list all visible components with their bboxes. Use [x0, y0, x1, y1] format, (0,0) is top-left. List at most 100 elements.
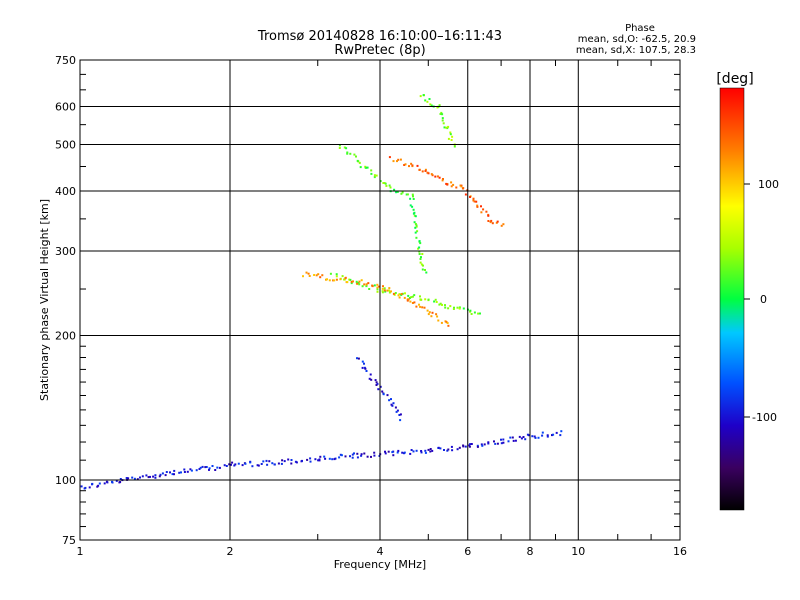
data-point: [421, 253, 424, 255]
data-point: [447, 137, 450, 140]
data-point: [415, 236, 418, 239]
y-tick-label: 200: [55, 330, 76, 343]
data-point: [407, 298, 410, 301]
data-point: [491, 222, 494, 225]
data-point: [414, 215, 417, 218]
data-point: [436, 106, 439, 109]
data-point: [335, 278, 338, 281]
data-point: [436, 175, 439, 178]
data-point: [438, 176, 441, 179]
data-point: [97, 484, 100, 487]
data-point: [319, 455, 322, 458]
data-point: [511, 436, 514, 439]
data-point: [360, 454, 363, 457]
data-point: [414, 223, 417, 225]
data-point: [169, 471, 171, 474]
data-point: [370, 169, 373, 172]
data-point: [234, 463, 237, 466]
data-point: [421, 268, 424, 271]
data-point: [431, 311, 434, 314]
data-point: [381, 287, 384, 290]
data-point: [399, 413, 402, 416]
data-point: [453, 306, 455, 309]
data-point: [139, 476, 141, 479]
data-point: [190, 469, 193, 472]
data-point: [452, 308, 455, 310]
data-point: [343, 278, 346, 281]
data-point: [376, 283, 379, 286]
data-point: [389, 186, 392, 189]
data-point: [131, 476, 134, 479]
data-point: [420, 451, 423, 454]
data-point: [381, 390, 384, 393]
data-point: [453, 145, 456, 148]
data-point: [83, 487, 86, 490]
data-point: [358, 280, 361, 283]
data-point: [444, 306, 447, 309]
data-point: [218, 466, 221, 469]
data-point: [103, 482, 106, 485]
data-point: [470, 443, 473, 445]
data-point: [280, 462, 283, 465]
data-point: [469, 196, 471, 198]
data-point: [383, 182, 386, 184]
data-point: [273, 463, 276, 466]
data-point: [410, 162, 413, 165]
data-point: [469, 309, 472, 312]
data-point: [476, 445, 479, 448]
data-point: [133, 477, 136, 480]
data-point: [356, 357, 358, 360]
data-point: [424, 269, 426, 271]
phase-info-heading: Phase: [625, 23, 655, 34]
data-point: [411, 193, 414, 196]
data-point: [411, 205, 414, 208]
data-point: [375, 174, 378, 177]
x-tick-label: 2: [227, 545, 234, 558]
data-point: [446, 449, 449, 452]
data-point: [500, 438, 502, 441]
data-point: [472, 199, 475, 202]
data-point: [319, 276, 322, 279]
data-point: [514, 439, 517, 442]
data-point: [419, 258, 422, 260]
data-point: [450, 139, 453, 141]
data-point: [551, 434, 553, 437]
data-point: [328, 279, 331, 282]
data-point: [396, 190, 399, 193]
data-point: [161, 472, 164, 475]
data-point: [260, 463, 263, 465]
data-point: [428, 98, 431, 100]
data-point: [173, 469, 176, 472]
data-point: [520, 437, 523, 440]
data-point: [452, 183, 455, 186]
data-point: [412, 212, 415, 215]
data-point: [456, 448, 459, 451]
x-tick-label: 1: [77, 545, 84, 558]
data-point: [381, 291, 384, 294]
x-tick-label: 8: [527, 545, 534, 558]
data-point: [445, 321, 448, 324]
data-point: [418, 250, 421, 253]
data-point: [439, 447, 442, 450]
data-point: [524, 438, 527, 441]
data-point: [405, 193, 408, 196]
data-point: [412, 450, 415, 453]
data-point: [309, 457, 312, 460]
data-point: [413, 221, 416, 224]
data-point: [266, 463, 269, 466]
data-point: [338, 456, 341, 459]
data-point: [326, 278, 328, 281]
data-point: [390, 403, 393, 406]
data-point: [424, 168, 427, 171]
data-point: [447, 324, 450, 327]
data-point: [470, 313, 473, 315]
data-point: [357, 281, 360, 284]
data-point: [420, 298, 423, 301]
data-point: [447, 448, 450, 451]
data-point: [537, 436, 540, 439]
data-point: [201, 465, 204, 468]
data-point: [317, 459, 320, 462]
colorbar-tick-100: 100: [758, 178, 779, 191]
data-point: [183, 471, 186, 473]
data-point: [308, 275, 311, 277]
